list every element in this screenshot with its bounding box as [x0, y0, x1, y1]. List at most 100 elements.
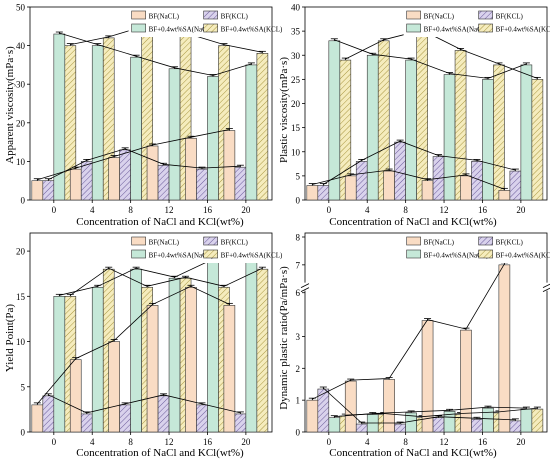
y-tick-label: 35 — [291, 27, 301, 37]
bar — [146, 145, 159, 201]
y-tick-label: 6 — [296, 288, 301, 298]
bar — [223, 130, 236, 201]
y-tick-label: 0 — [21, 196, 26, 206]
series-line — [59, 32, 252, 76]
series-line — [334, 39, 527, 79]
bar — [234, 413, 247, 433]
series-line — [48, 394, 241, 414]
x-tick-label: 0 — [327, 205, 332, 215]
bar — [383, 379, 395, 433]
y-tick-label: 20 — [16, 118, 26, 128]
x-tick-label: 0 — [52, 437, 57, 447]
legend-label: BF(KCL) — [496, 239, 524, 247]
legend-label: BF+0.4wt%SA(KCL) — [221, 26, 283, 34]
legend-swatch — [406, 236, 421, 246]
legend-label: BF+0.4wt%SA(NaCL) — [149, 26, 214, 34]
plot-area: 0 5 10 15 20 25 30 35 40 0 4 8 12 16 20 BF(NaCL) BF(KCL)… — [291, 3, 550, 216]
y-tick-label: 25 — [291, 75, 301, 85]
bar — [256, 53, 269, 201]
bar — [157, 164, 170, 201]
bar — [493, 64, 505, 201]
bar — [119, 149, 131, 201]
series-line — [36, 285, 230, 405]
bar — [471, 418, 483, 433]
bar — [130, 268, 142, 433]
y-tick-label: 2 — [296, 364, 301, 374]
x-axis-label: Concentration of NaCl and KCl(wt%) — [329, 216, 497, 228]
legend-label: BF(NaCL) — [149, 13, 180, 21]
bar — [355, 423, 368, 433]
x-axis-label: Concentration of NaCl and KCl(wt%) — [76, 216, 244, 228]
bar — [108, 341, 120, 433]
bar — [432, 417, 445, 433]
bar — [108, 157, 120, 201]
x-tick-label: 4 — [90, 205, 95, 215]
legend-swatch — [406, 10, 421, 20]
bar — [80, 413, 93, 433]
x-tick-label: 16 — [478, 437, 488, 447]
x-tick-label: 8 — [403, 205, 408, 215]
legend-swatch — [203, 249, 218, 259]
legend-swatch — [131, 236, 146, 246]
legend-swatch — [478, 10, 493, 20]
panel-yield-point: 0 5 10 15 20 0 4 8 12 16 20 BF(NaCL) BF(KCL) BF+0.4wt… — [4, 232, 283, 459]
legend-swatch — [203, 23, 218, 33]
x-tick-label: 12 — [165, 205, 174, 215]
bar — [185, 137, 197, 201]
bar — [498, 264, 511, 433]
bar — [520, 64, 533, 201]
bar — [344, 380, 357, 433]
bar — [328, 40, 341, 201]
bar — [344, 175, 357, 201]
bar — [509, 170, 522, 201]
legend-label: BF(NaCL) — [149, 239, 180, 247]
x-tick-label: 4 — [365, 437, 370, 447]
y-tick-label: 40 — [291, 3, 301, 13]
y-tick-label: 40 — [16, 41, 26, 51]
legend-label: BF+0.4wt%SA(KCL) — [496, 252, 550, 260]
legend-label: BF+0.4wt%SA(NaCL) — [149, 252, 214, 260]
y-tick-label: 15 — [16, 292, 26, 302]
series-line — [70, 267, 263, 296]
bar — [42, 180, 55, 201]
bar — [460, 329, 472, 433]
plot-area: 0 5 10 15 20 0 4 8 12 16 20 BF(NaCL) BF(KCL) BF+0.4wt… — [16, 232, 283, 447]
series-line — [312, 263, 505, 400]
bar — [146, 305, 159, 433]
legend-swatch — [406, 23, 421, 33]
x-tick-label: 12 — [440, 437, 449, 447]
legend-swatch — [203, 236, 218, 246]
axis-break-gap — [301, 282, 309, 291]
axis-break-mark — [300, 283, 310, 288]
x-tick-label: 8 — [128, 437, 133, 447]
bar — [498, 190, 511, 201]
x-tick-label: 12 — [440, 205, 449, 215]
bar — [531, 408, 544, 433]
y-tick-label: 20 — [291, 99, 301, 109]
y-tick-label: 10 — [16, 337, 26, 347]
series-line — [345, 29, 538, 79]
legend-swatch — [478, 236, 493, 246]
series-line — [345, 407, 538, 418]
bar — [69, 359, 82, 433]
x-tick-label: 8 — [403, 437, 408, 447]
bar — [460, 175, 472, 201]
y-tick-label: 30 — [16, 80, 26, 90]
bar — [53, 296, 66, 433]
bar — [531, 79, 544, 201]
x-tick-label: 16 — [478, 205, 488, 215]
legend-label: BF+0.4wt%SA(NaCL) — [424, 252, 489, 260]
x-tick-label: 16 — [203, 437, 213, 447]
legend-swatch — [478, 249, 493, 259]
bar — [317, 185, 330, 201]
bar — [119, 404, 131, 433]
x-tick-label: 20 — [241, 437, 251, 447]
series-line — [48, 148, 241, 181]
bar — [42, 395, 55, 433]
x-tick-label: 20 — [516, 205, 526, 215]
axis-break-gap — [543, 282, 550, 291]
y-tick-label: 20 — [16, 247, 26, 257]
